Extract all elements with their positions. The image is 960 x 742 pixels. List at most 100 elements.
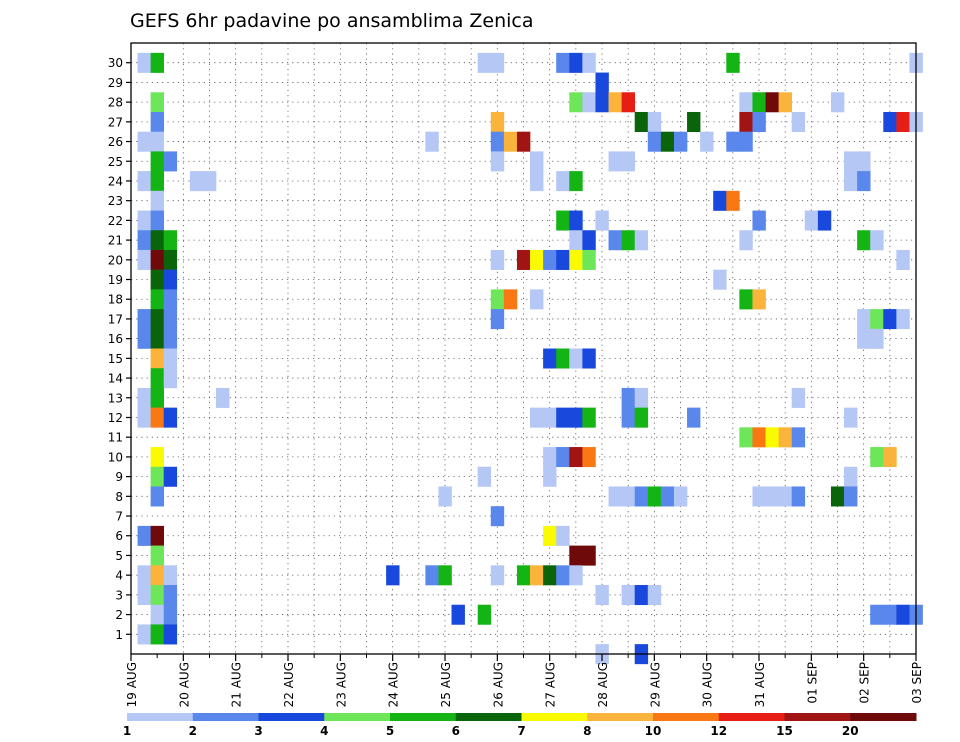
- heatmap-cell: [595, 92, 609, 113]
- heatmap-cell: [778, 92, 793, 113]
- heatmap-cell: [844, 407, 858, 428]
- heatmap-cell: [634, 486, 649, 507]
- y-tick-label: 30: [108, 56, 123, 70]
- colorbar-label: 15: [776, 724, 793, 738]
- heatmap-cell: [163, 151, 178, 172]
- heatmap-cell: [582, 92, 596, 113]
- heatmap-cell: [137, 249, 151, 270]
- heatmap-cell: [608, 486, 622, 507]
- heatmap-cell: [202, 171, 217, 192]
- y-tick-label: 26: [108, 135, 123, 149]
- colorbar-swatch: [258, 713, 325, 721]
- x-tick-label: 29 AUG: [648, 662, 662, 707]
- heatmap-cell: [621, 151, 636, 172]
- heatmap-cell: [137, 407, 151, 428]
- colorbar-swatch: [587, 713, 654, 721]
- heatmap-cell: [634, 585, 649, 606]
- y-tick-label: 3: [115, 588, 123, 602]
- heatmap-cell: [477, 604, 492, 625]
- heatmap-cell: [647, 585, 662, 606]
- heatmap-cell: [150, 210, 165, 231]
- heatmap-cell: [163, 230, 178, 251]
- x-tick-label: 25 AUG: [439, 662, 453, 707]
- x-tick-label: 27 AUG: [544, 662, 558, 707]
- heatmap-cell: [844, 466, 858, 487]
- heatmap-cell: [870, 447, 884, 468]
- y-tick-label: 25: [108, 155, 123, 169]
- chart-title: GEFS 6hr padavine po ansamblima Zenica: [130, 10, 534, 32]
- heatmap-cell: [569, 249, 583, 270]
- x-tick-label: 02 SEP: [858, 662, 872, 704]
- heatmap-cell: [163, 368, 178, 389]
- y-tick-label: 7: [115, 510, 123, 524]
- x-tick-label: 01 SEP: [805, 662, 819, 704]
- heatmap-cell: [726, 190, 740, 211]
- colorbar-label: 7: [517, 724, 525, 738]
- heatmap-cell: [621, 585, 636, 606]
- heatmap-cell: [150, 269, 165, 290]
- heatmap-cell: [490, 565, 505, 586]
- y-tick-label: 8: [115, 490, 123, 504]
- heatmap-cell: [530, 249, 544, 270]
- x-tick-label: 19 AUG: [125, 662, 139, 707]
- heatmap-cell: [844, 486, 858, 507]
- heatmap-cell: [621, 92, 636, 113]
- heatmap-cell: [150, 368, 165, 389]
- heatmap-cell: [137, 328, 151, 349]
- heatmap-cell: [844, 171, 858, 192]
- x-tick-label: 21 AUG: [230, 662, 244, 707]
- heatmap-cell: [477, 52, 492, 73]
- heatmap-cell: [569, 545, 583, 566]
- heatmap-cell: [608, 92, 622, 113]
- heatmap-cell: [569, 447, 583, 468]
- heatmap-cell: [438, 565, 452, 586]
- colorbar-label: 20: [842, 724, 859, 738]
- heatmap-cell: [216, 387, 230, 408]
- heatmap-cell: [530, 565, 544, 586]
- colorbar-swatch: [521, 713, 588, 721]
- heatmap-cell: [687, 111, 701, 132]
- heatmap-cell: [791, 111, 806, 132]
- heatmap-cell: [150, 604, 165, 625]
- heatmap-cell: [543, 249, 557, 270]
- heatmap-cell: [739, 111, 753, 132]
- heatmap-cell: [150, 466, 165, 487]
- heatmap-cell: [687, 407, 701, 428]
- heatmap-cell: [804, 210, 819, 231]
- heatmap-cell: [556, 525, 570, 546]
- heatmap-cell: [530, 151, 544, 172]
- heatmap-cell: [752, 427, 766, 448]
- heatmap-cell: [817, 210, 832, 231]
- heatmap-cell: [621, 230, 636, 251]
- y-tick-label: 21: [108, 234, 123, 248]
- heatmap-cell: [150, 151, 165, 172]
- y-tick-label: 28: [108, 96, 123, 110]
- colorbar-swatch: [192, 713, 259, 721]
- heatmap-cell: [752, 289, 766, 310]
- heatmap-cell: [150, 289, 165, 310]
- heatmap-cell: [490, 249, 505, 270]
- heatmap-cell: [150, 407, 165, 428]
- heatmap-cell: [150, 171, 165, 192]
- heatmap-cell: [425, 131, 439, 152]
- heatmap-cell: [150, 624, 165, 645]
- y-axis-ticks: 1234567891011121314151617181920212223242…: [108, 56, 131, 642]
- colorbar-swatch: [784, 713, 851, 721]
- heatmap-cell: [438, 486, 452, 507]
- heatmap-cell: [490, 111, 505, 132]
- heatmap-cell: [163, 604, 178, 625]
- heatmap-cell: [765, 486, 779, 507]
- heatmap-cell: [189, 171, 204, 192]
- colorbar: 1 2 3 4 5 6 7 8 10 12 15 20: [123, 713, 917, 738]
- heatmap-cell: [582, 249, 596, 270]
- heatmap-cell: [556, 565, 570, 586]
- y-tick-label: 2: [115, 608, 123, 622]
- heatmap-cell: [490, 289, 505, 310]
- colorbar-label: 5: [386, 724, 394, 738]
- heatmap-cell: [150, 447, 165, 468]
- y-tick-label: 11: [108, 431, 123, 445]
- heatmap-cell: [556, 52, 570, 73]
- heatmap-cell: [883, 309, 897, 330]
- x-tick-label: 30 AUG: [701, 662, 715, 707]
- colorbar-label: 1: [123, 724, 131, 738]
